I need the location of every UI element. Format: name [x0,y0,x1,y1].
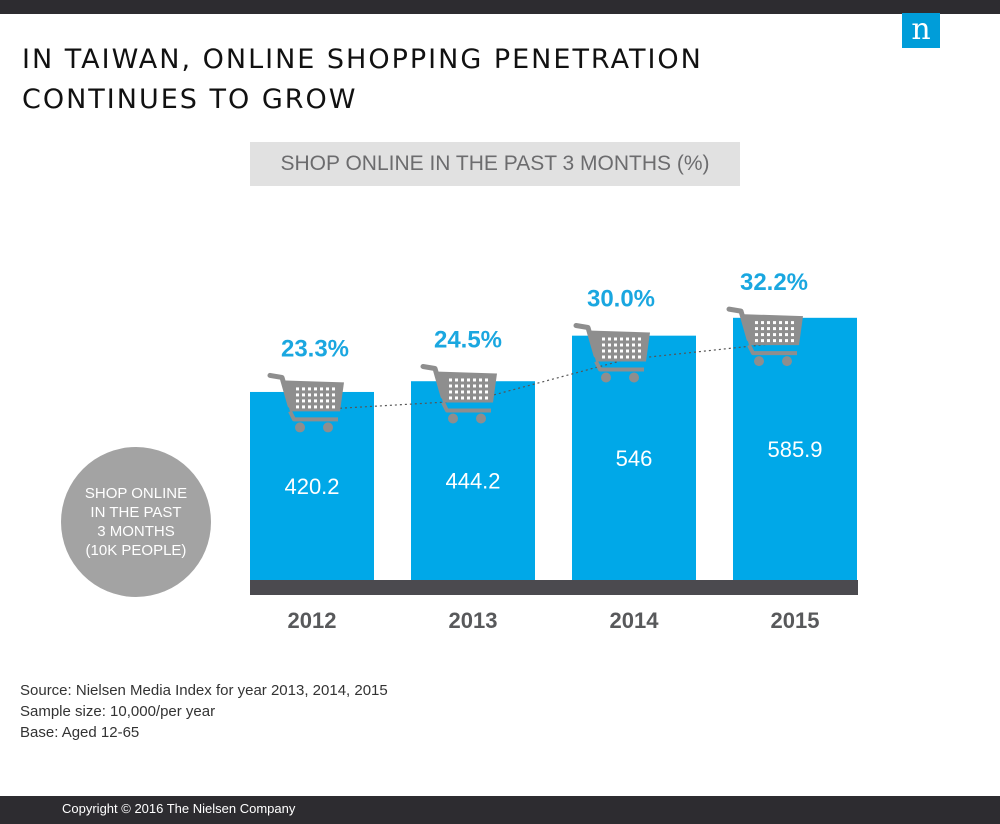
chart-subtitle: SHOP ONLINE IN THE PAST 3 MONTHS (%) [250,142,740,186]
title-line-1: IN TAIWAN, ONLINE SHOPPING PENETRATION [22,44,703,75]
shopping-cart-icon [267,372,344,433]
top-bar [0,0,1000,14]
circle-label-line-4: (10K PEOPLE) [85,542,187,559]
sample-size-line: Sample size: 10,000/per year [20,703,216,720]
base-line: Base: Aged 12-65 [20,724,140,741]
chart-baseline [250,580,858,595]
metric-circle-label: SHOP ONLINE IN THE PAST 3 MONTHS (10K PE… [61,447,211,597]
bar-value-label: 585.9 [767,437,822,462]
footer-bar: Copyright © 2016 The Nielsen Company [0,796,1000,824]
trend-line [319,342,780,411]
shopping-cart-icon [420,363,497,424]
bar [411,381,535,580]
percent-label: 32.2% [740,269,808,296]
title-line-2: CONTINUES TO GROW [22,84,358,115]
bar-value-label: 546 [616,446,653,471]
x-tick-label: 2015 [771,608,820,633]
percent-label: 24.5% [434,326,502,353]
shopping-cart-icon [726,306,803,367]
bar-value-label: 420.2 [284,474,339,499]
source-notes: Source: Nielsen Media Index for year 201… [20,680,388,743]
circle-label-line-2: IN THE PAST [90,504,182,521]
x-tick-label: 2014 [610,608,660,633]
page-title: IN TAIWAN, ONLINE SHOPPING PENETRATION C… [22,40,703,120]
nielsen-logo: n [902,13,940,48]
copyright-text: Copyright © 2016 The Nielsen Company [62,801,296,816]
percent-label: 23.3% [281,335,349,362]
bar [250,391,374,580]
bar-value-label: 444.2 [445,469,500,494]
circle-label-line-3: 3 MONTHS [97,523,175,540]
circle-label-line-1: SHOP ONLINE [84,485,188,502]
bar [733,317,857,580]
source-line: Source: Nielsen Media Index for year 201… [20,682,388,699]
percent-label: 30.0% [587,286,655,313]
x-tick-label: 2012 [288,608,337,633]
x-tick-label: 2013 [449,608,498,633]
shopping-cart-icon [573,323,650,383]
